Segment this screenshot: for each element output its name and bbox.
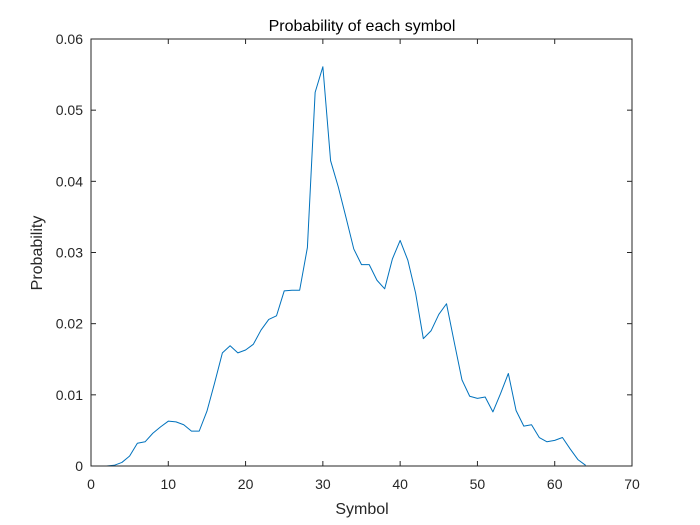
y-tick-label: 0.05 [56, 102, 83, 118]
plot-area [91, 39, 632, 466]
x-tick-label: 10 [160, 476, 176, 492]
plot-frame [90, 38, 633, 467]
y-tick-label: 0 [75, 458, 83, 474]
x-tick-label: 0 [87, 476, 95, 492]
y-tick-label: 0.01 [56, 387, 83, 403]
x-tick-label: 60 [547, 476, 563, 492]
series-line [106, 66, 586, 467]
y-tick-label: 0.03 [56, 245, 83, 261]
x-tick-label: 20 [238, 476, 254, 492]
x-tick-label: 40 [392, 476, 408, 492]
y-tick-labels: 0 0.01 0.02 0.03 0.04 0.05 0.06 [56, 31, 83, 474]
y-tick-label: 0.04 [56, 173, 83, 189]
x-tick-label: 50 [470, 476, 486, 492]
x-tick-labels: 0 10 20 30 40 50 60 70 [87, 476, 640, 492]
chart-title: Probability of each symbol [269, 18, 456, 35]
x-tick-label: 30 [315, 476, 331, 492]
y-tick-label: 0.06 [56, 31, 83, 47]
x-axis-label: Symbol [335, 501, 388, 518]
x-tick-label: 70 [624, 476, 640, 492]
y-tick-label: 0.02 [56, 316, 83, 332]
y-axis-label: Probability [29, 216, 46, 291]
